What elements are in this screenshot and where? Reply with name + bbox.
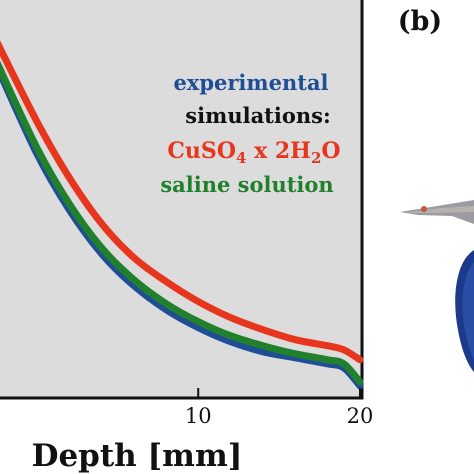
x-axis-ticks: 10 20	[185, 388, 374, 428]
legend: experimental simulations: CuSO4 x 2H2O s…	[160, 70, 340, 197]
panel-label: (b)	[398, 6, 442, 37]
x-axis-label: Depth [mm]	[32, 438, 243, 474]
x-tick-label: 20	[347, 404, 374, 428]
legend-entry-experimental: experimental	[173, 70, 328, 95]
series-line-cuso4-x-2h2o	[0, 40, 364, 364]
series-line-saline-solution	[0, 60, 364, 386]
legend-entry-simulations: simulations:	[185, 103, 330, 128]
x-tick-label: 10	[185, 404, 212, 428]
legend-entry-cuso4: CuSO4 x 2H2O	[167, 138, 340, 167]
series-layer	[0, 40, 364, 390]
right-panel-render	[400, 200, 474, 372]
legend-entry-saline: saline solution	[160, 172, 333, 197]
plot-area	[0, 0, 364, 400]
